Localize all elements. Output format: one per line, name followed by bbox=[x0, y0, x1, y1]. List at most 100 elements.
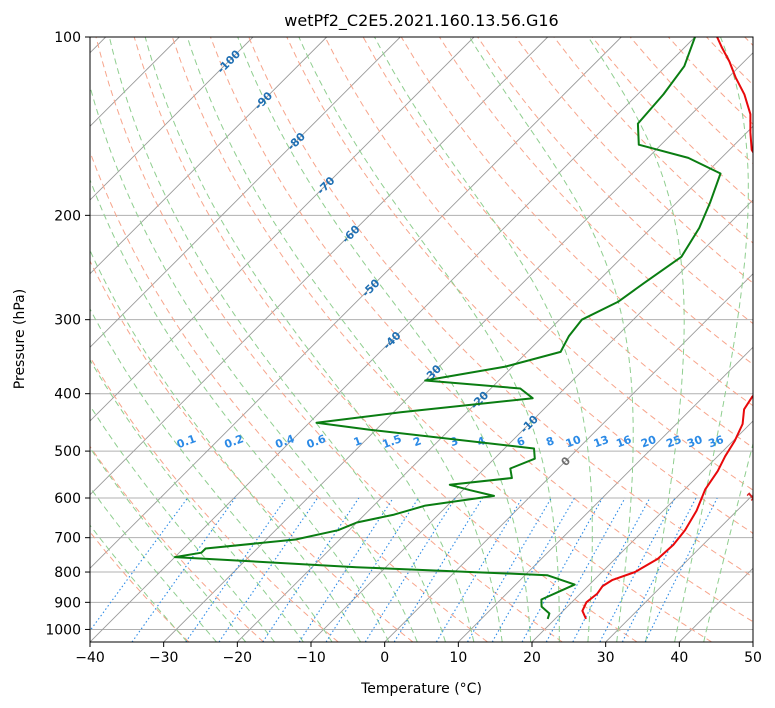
moist-adiabat-line bbox=[90, 249, 362, 642]
mixing-ratio-label: 16 bbox=[614, 433, 633, 451]
mixing-ratio-label: 30 bbox=[685, 433, 704, 451]
y-axis: 100 200 300 400 500 600 700 800 900 1000 bbox=[45, 30, 90, 638]
isotherm-label: -100 bbox=[215, 47, 244, 76]
isotherm-line bbox=[90, 37, 254, 201]
moist-adiabat-line bbox=[237, 37, 532, 642]
mixing-ratio-line bbox=[572, 497, 651, 642]
isotherm-label: -90 bbox=[252, 89, 275, 112]
dry-adiabat-line bbox=[515, 37, 753, 284]
mixing-ratio-line bbox=[90, 497, 189, 632]
moist-adiabat-line bbox=[90, 404, 275, 642]
isotherm-line bbox=[605, 494, 753, 642]
temperature-profile-line bbox=[581, 37, 753, 620]
moist-adiabat-line bbox=[90, 358, 304, 642]
y-tick-label: 1000 bbox=[45, 622, 81, 638]
mixing-ratio-label: 10 bbox=[564, 433, 583, 451]
mixing-ratio-label: 0.6 bbox=[305, 432, 328, 451]
dry-adiabat-line bbox=[95, 37, 563, 642]
plot-frame bbox=[89, 36, 754, 643]
mixing-ratio-line bbox=[545, 497, 626, 642]
dry-adiabat-line bbox=[90, 531, 190, 642]
x-tick-label: −10 bbox=[296, 650, 326, 666]
moist-adiabat-line bbox=[90, 308, 333, 642]
y-tick-label: 900 bbox=[54, 595, 81, 611]
moist-adiabat-line bbox=[90, 178, 390, 642]
x-tick-label: 10 bbox=[449, 650, 467, 666]
mixing-ratio-line bbox=[644, 497, 718, 642]
dry-adiabat-label: 30 bbox=[750, 559, 770, 579]
moist-adiabat-line bbox=[374, 37, 593, 642]
y-tick-label: 400 bbox=[54, 387, 81, 403]
moist-adiabat-line bbox=[298, 37, 560, 642]
x-tick-label: 50 bbox=[744, 650, 762, 666]
moist-adiabat-line bbox=[587, 37, 685, 642]
dry-adiabat-line bbox=[133, 37, 638, 642]
mixing-ratio-label: 20 bbox=[639, 433, 658, 451]
mixing-ratio-label: 0.1 bbox=[175, 432, 198, 451]
isotherm-label: -60 bbox=[339, 222, 362, 245]
x-tick-label: −30 bbox=[149, 650, 179, 666]
series-layer bbox=[173, 37, 753, 620]
dry-adiabat-line bbox=[744, 37, 753, 47]
dry-adiabat-line bbox=[324, 37, 753, 491]
moist-adiabat-line bbox=[90, 447, 247, 642]
dry-adiabat-line bbox=[90, 356, 339, 642]
mixing-ratio-label: 13 bbox=[592, 433, 611, 450]
y-tick-label: 100 bbox=[54, 30, 81, 46]
x-tick-label: 0 bbox=[380, 650, 389, 666]
mixing-ratio-line bbox=[262, 497, 360, 642]
isotherm-line bbox=[457, 346, 753, 642]
moist-adiabat-line bbox=[186, 37, 503, 642]
isotherm-line bbox=[163, 52, 753, 642]
moist-adiabat-line bbox=[703, 441, 753, 642]
dewpoint-profile-line bbox=[173, 37, 722, 620]
x-tick-label: 30 bbox=[597, 650, 615, 666]
moist-adiabat-line bbox=[108, 37, 446, 642]
y-axis-label: Pressure (hPa) bbox=[12, 289, 28, 389]
isotherm-line bbox=[384, 273, 753, 642]
y-tick-label: 300 bbox=[54, 313, 81, 329]
y-tick-label: 500 bbox=[54, 444, 81, 460]
isotherm-line bbox=[310, 199, 753, 642]
isotherm-label: -80 bbox=[285, 130, 308, 153]
isotherm-line bbox=[90, 37, 328, 275]
reference-labels: 0.1 0.2 0.4 0.6 1 1.5 2 3 4 6 8 10 13 16 20 25 30 36-100-… bbox=[175, 47, 770, 579]
isotherm-label: 0 bbox=[559, 454, 574, 469]
dry-adiabat-line bbox=[90, 150, 488, 642]
isotherm-line bbox=[90, 37, 401, 348]
x-axis-label: Temperature (°C) bbox=[360, 681, 482, 697]
x-axis: −40 −30 −20 −10 0 10 20 30 40 50 bbox=[75, 642, 762, 666]
moist-adiabat-line bbox=[674, 37, 749, 642]
x-tick-label: −20 bbox=[223, 650, 253, 666]
mixing-ratio-label: 0.4 bbox=[273, 432, 296, 451]
mixing-ratio-line bbox=[218, 497, 318, 642]
isotherm-label: -40 bbox=[380, 329, 403, 352]
dry-adiabat-line bbox=[90, 259, 414, 642]
isotherm-label: -70 bbox=[314, 174, 337, 197]
isotherm-line bbox=[531, 420, 753, 642]
y-tick-label: 200 bbox=[54, 208, 81, 224]
mixing-ratio-line bbox=[599, 497, 676, 642]
dry-adiabat-line bbox=[248, 37, 753, 578]
mixing-ratio-line bbox=[435, 497, 523, 642]
mixing-ratio-line bbox=[131, 497, 236, 642]
chart-title: wetPf2_C2E5.2021.160.13.56.G16 bbox=[284, 11, 558, 31]
moist-adiabat-line bbox=[90, 524, 188, 642]
mixing-ratio-line bbox=[364, 497, 456, 642]
dry-adiabat-label: 20 bbox=[750, 522, 770, 542]
moist-adiabat-line bbox=[144, 37, 475, 642]
mixing-ratio-label: 0.2 bbox=[223, 432, 246, 451]
moist-adiabat-line bbox=[469, 37, 634, 642]
mixing-ratio-label: 3 bbox=[448, 434, 460, 449]
mixing-ratio-label: 36 bbox=[707, 433, 726, 451]
dry-adiabat-line bbox=[171, 37, 712, 642]
mixing-ratio-label: 8 bbox=[544, 434, 556, 449]
mixing-ratio-line bbox=[393, 497, 483, 642]
moist-adiabat-line bbox=[90, 486, 217, 642]
isotherm-label: -50 bbox=[359, 276, 382, 299]
x-tick-label: 20 bbox=[523, 650, 541, 666]
dry-adiabat-line bbox=[90, 445, 264, 642]
dry-adiabat-line bbox=[286, 37, 753, 534]
mixing-ratio-label: 6 bbox=[515, 434, 527, 449]
